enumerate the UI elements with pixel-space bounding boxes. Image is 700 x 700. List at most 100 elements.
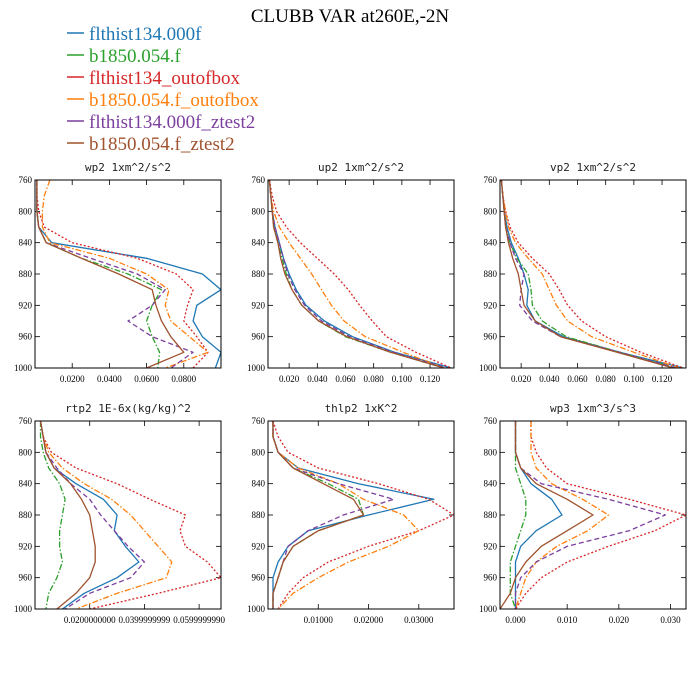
y-tick-label: 1000: [14, 604, 33, 614]
x-tick-label: 0.02000: [354, 615, 384, 625]
y-tick-label: 840: [252, 238, 266, 248]
legend-entry: flthist134.000f_ztest2: [67, 112, 255, 133]
series-line: [36, 180, 163, 368]
series-line: [272, 421, 420, 609]
series-line: [39, 421, 173, 609]
legend-label: flthist134_outofbox: [89, 68, 240, 89]
plot-frame: [34, 420, 222, 610]
x-tick-label: 0.01000: [304, 615, 334, 625]
y-tick-label: 920: [484, 300, 498, 310]
x-tick-label: 0.020: [511, 374, 532, 384]
y-tick-label: 800: [252, 206, 266, 216]
chart-panel: rtp2 1E-6x(kg/kg)^2 760 800 840 880 920 960 100…: [14, 402, 225, 625]
plot-frame: [267, 420, 455, 610]
x-tick-label: 0.000: [505, 615, 526, 625]
x-tick-label: 0.120: [652, 374, 673, 384]
y-tick-label: 920: [484, 541, 498, 551]
series-line: [268, 180, 452, 368]
chart-panel: up2 1xm^2/s^2 760 800 840 880 920 960 1000 0.020…: [247, 161, 455, 384]
y-tick-label: 960: [19, 573, 33, 583]
y-tick-label: 880: [252, 269, 266, 279]
x-tick-label: 0.0200: [60, 374, 85, 384]
chart-panel: wp3 1xm^3/s^3 760 800 840 880 920 960 1000 0.000…: [479, 402, 687, 625]
y-tick-label: 880: [19, 269, 33, 279]
y-tick-label: 760: [484, 175, 498, 185]
x-tick-label: 0.020: [609, 615, 630, 625]
x-tick-label: 0.0200000000: [64, 615, 116, 625]
series-group: [39, 421, 221, 609]
series-line: [272, 421, 395, 609]
panel-title: wp2 1xm^2/s^2: [85, 161, 171, 174]
x-tick-label: 0.0600: [134, 374, 159, 384]
x-tick-label: 0.080: [596, 374, 617, 384]
series-group: [500, 421, 686, 609]
chart-panel: wp2 1xm^2/s^2 760 800 840 880 920 960 1000 0.020…: [14, 161, 222, 384]
series-line: [39, 421, 66, 609]
series-line: [272, 421, 365, 609]
series-line: [509, 421, 527, 609]
x-tick-label: 0.060: [567, 374, 588, 384]
legend-entry: b1850.054.f: [67, 46, 182, 67]
x-tick-label: 0.120: [420, 374, 441, 384]
x-tick-label: 0.0400: [97, 374, 122, 384]
series-line: [36, 180, 185, 368]
x-tick-label: 0.0399999999: [119, 615, 171, 625]
panel-title: vp2 1xm^2/s^2: [550, 161, 636, 174]
y-tick-label: 800: [252, 447, 266, 457]
y-tick-label: 920: [252, 541, 266, 551]
series-line: [500, 180, 674, 368]
y-tick-label: 1000: [14, 363, 33, 373]
series-line: [500, 421, 594, 609]
plot-frame: [499, 179, 687, 369]
x-tick-label: 0.030: [660, 615, 681, 625]
y-tick-label: 880: [252, 510, 266, 520]
x-tick-label: 0.010: [557, 615, 578, 625]
x-tick-label: 0.040: [307, 374, 328, 384]
y-tick-label: 760: [19, 175, 33, 185]
y-tick-label: 800: [484, 206, 498, 216]
series-line: [500, 180, 684, 368]
x-tick-label: 0.0800: [171, 374, 196, 384]
y-tick-label: 760: [19, 416, 33, 426]
y-tick-label: 840: [19, 479, 33, 489]
y-tick-label: 1000: [479, 363, 498, 373]
series-line: [500, 180, 677, 368]
series-group: [500, 180, 684, 368]
y-tick-label: 960: [19, 332, 33, 342]
series-line: [268, 180, 448, 368]
x-tick-label: 0.03000: [404, 615, 434, 625]
series-line: [41, 180, 209, 368]
chart-panel: vp2 1xm^2/s^2 760 800 840 880 920 960 1000 0.020…: [479, 161, 687, 384]
x-tick-label: 0.020: [279, 374, 300, 384]
series-line: [514, 421, 563, 609]
series-group: [268, 180, 452, 368]
legend-label: b1850.054.f_outofbox: [89, 90, 259, 111]
y-tick-label: 880: [484, 510, 498, 520]
x-tick-label: 0.100: [624, 374, 645, 384]
series-line: [272, 421, 365, 609]
series-line: [500, 180, 684, 368]
y-tick-label: 960: [484, 332, 498, 342]
series-group: [36, 180, 221, 368]
figure-title: CLUBB VAR at260E,-2N: [251, 6, 450, 27]
panel-grid: wp2 1xm^2/s^2 760 800 840 880 920 960 1000 0.020…: [14, 161, 687, 625]
plot-frame: [34, 179, 222, 369]
y-tick-label: 960: [252, 332, 266, 342]
legend: flthist134.000f b1850.054.f flthist134_o…: [67, 24, 259, 155]
y-tick-label: 800: [19, 447, 33, 457]
y-tick-label: 800: [19, 206, 33, 216]
legend-label: b1850.054.f_ztest2: [89, 134, 235, 155]
panel-title: thlp2 1xK^2: [325, 402, 398, 415]
series-line: [39, 421, 146, 609]
series-line: [268, 180, 445, 368]
series-line: [514, 421, 666, 609]
legend-entry: flthist134.000f: [67, 24, 202, 45]
legend-entry: b1850.054.f_ztest2: [67, 134, 235, 155]
series-line: [514, 421, 610, 609]
y-tick-label: 1000: [479, 604, 498, 614]
x-tick-label: 0.080: [364, 374, 385, 384]
y-tick-label: 960: [484, 573, 498, 583]
panel-title: wp3 1xm^3/s^3: [550, 402, 636, 415]
y-tick-label: 920: [19, 300, 33, 310]
